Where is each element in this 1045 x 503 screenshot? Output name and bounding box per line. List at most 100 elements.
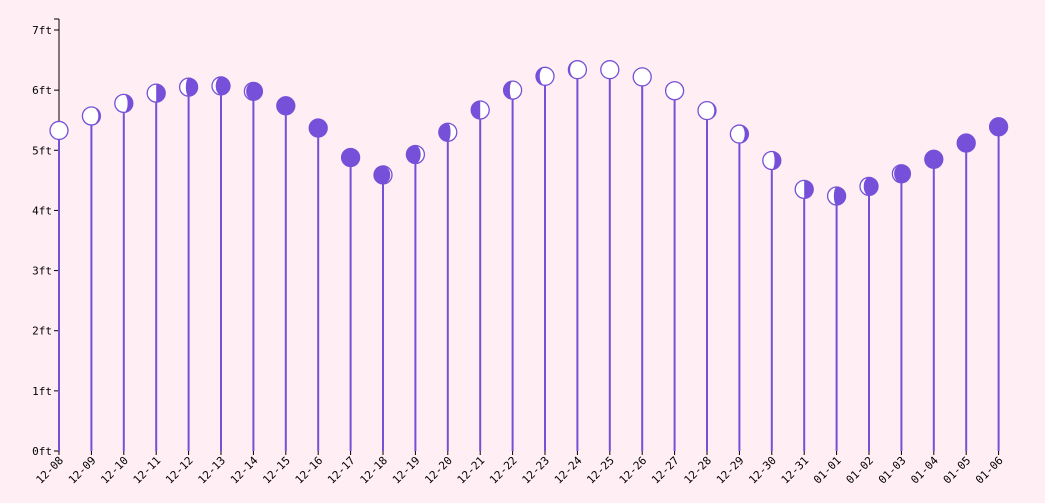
moon-lit bbox=[415, 145, 425, 164]
moon-marker bbox=[859, 176, 879, 197]
x-tick-label: 12-08 bbox=[34, 454, 67, 487]
moon-lit bbox=[539, 67, 554, 86]
moon-lit bbox=[244, 82, 254, 101]
x-tick-label: 12-14 bbox=[228, 454, 261, 487]
x-tick-label: 12-22 bbox=[487, 454, 520, 487]
moon-marker bbox=[114, 93, 134, 114]
moon-marker bbox=[49, 120, 69, 141]
moon-marker bbox=[988, 117, 1009, 137]
moon-marker bbox=[243, 81, 264, 101]
x-tick-label: 12-31 bbox=[779, 454, 812, 487]
moon-outline bbox=[49, 120, 69, 141]
x-tick-label: 01-03 bbox=[876, 454, 909, 487]
x-tick-label: 12-26 bbox=[617, 454, 650, 487]
moon-outline bbox=[81, 106, 102, 126]
moon-dark bbox=[276, 96, 295, 115]
lollipop-stems bbox=[58, 69, 1000, 451]
x-tick-label: 12-30 bbox=[746, 454, 779, 487]
y-tick-label: 4ft bbox=[32, 204, 52, 217]
moon-outline bbox=[438, 122, 458, 142]
x-tick-label: 12-27 bbox=[649, 454, 682, 487]
moon-marker bbox=[438, 122, 458, 142]
moon-marker bbox=[632, 67, 652, 87]
moon-lit bbox=[383, 165, 392, 184]
y-tick-label: 3ft bbox=[32, 265, 52, 278]
moon-outline bbox=[924, 149, 944, 169]
moon-marker bbox=[308, 118, 328, 138]
moon-outline bbox=[340, 147, 361, 168]
moon-marker bbox=[762, 150, 782, 171]
moon-lit bbox=[860, 177, 869, 196]
x-tick-label: 01-04 bbox=[908, 454, 941, 487]
x-tick-label: 12-12 bbox=[163, 454, 196, 487]
x-tick-label: 12-28 bbox=[682, 454, 715, 487]
moon-outline bbox=[567, 60, 588, 80]
moon-dark bbox=[989, 117, 1008, 136]
moon-lit bbox=[665, 81, 684, 100]
moon-outline bbox=[859, 176, 879, 197]
x-tick-label: 12-09 bbox=[66, 454, 99, 487]
x-tick-label: 12-25 bbox=[584, 454, 617, 487]
moon-markers bbox=[49, 60, 1009, 206]
moon-outline bbox=[891, 164, 912, 184]
moon-marker bbox=[276, 96, 296, 116]
moon-marker bbox=[924, 149, 944, 169]
moon-marker bbox=[826, 186, 847, 206]
x-tick-label: 12-18 bbox=[358, 454, 391, 487]
moon-marker bbox=[697, 100, 717, 121]
x-tick-label: 12-21 bbox=[455, 454, 488, 487]
y-tick-label: 6ft bbox=[32, 84, 52, 97]
moon-outline bbox=[178, 77, 199, 97]
moon-lit bbox=[698, 101, 715, 120]
moon-dark bbox=[309, 119, 328, 138]
moon-lit bbox=[50, 121, 68, 140]
moon-lit bbox=[82, 107, 99, 126]
moon-outline bbox=[794, 179, 814, 200]
moon-outline bbox=[243, 81, 264, 101]
moon-marker bbox=[535, 66, 555, 86]
moon-outline bbox=[535, 66, 555, 86]
moon-outline bbox=[308, 118, 328, 138]
moon-dark bbox=[892, 164, 911, 183]
moon-lit bbox=[480, 100, 490, 119]
moon-dark bbox=[341, 148, 360, 167]
moon-lit bbox=[570, 60, 587, 79]
moon-outline bbox=[373, 165, 393, 185]
moon-outline bbox=[664, 81, 685, 101]
moon-outline bbox=[600, 60, 620, 80]
moon-marker bbox=[729, 124, 750, 144]
y-tick-label: 0ft bbox=[32, 445, 52, 458]
moon-lit bbox=[179, 78, 189, 97]
moon-dark bbox=[244, 82, 263, 101]
x-tick-label: 12-29 bbox=[714, 454, 747, 487]
x-tick-label: 12-23 bbox=[520, 454, 553, 487]
x-tick-label: 12-19 bbox=[390, 454, 423, 487]
x-tick-label: 12-13 bbox=[196, 454, 229, 487]
x-tick-label: 12-16 bbox=[293, 454, 326, 487]
moon-outline bbox=[762, 150, 782, 171]
moon-outline bbox=[276, 96, 296, 116]
x-tick-label: 01-05 bbox=[941, 454, 974, 487]
x-tick-label: 12-10 bbox=[98, 454, 131, 487]
moon-outline bbox=[114, 93, 134, 114]
moon-outline bbox=[405, 144, 426, 165]
moon-lit bbox=[212, 76, 221, 95]
moon-outline bbox=[211, 76, 231, 96]
moon-dark bbox=[860, 177, 878, 196]
moon-lit bbox=[447, 123, 457, 142]
moon-outline bbox=[470, 100, 490, 120]
moon-lit bbox=[147, 84, 157, 103]
moon-outline bbox=[146, 83, 166, 103]
moon-lit bbox=[601, 60, 619, 79]
moon-dark bbox=[212, 76, 230, 95]
moon-lit bbox=[633, 67, 652, 86]
moon-dark bbox=[924, 150, 943, 169]
moon-marker bbox=[502, 80, 523, 100]
x-tick-label: 01-02 bbox=[844, 454, 877, 487]
moon-outline bbox=[988, 117, 1009, 137]
moon-marker bbox=[405, 144, 426, 165]
moon-lit bbox=[827, 186, 837, 205]
moon-dark bbox=[957, 134, 976, 153]
moon-marker bbox=[470, 100, 490, 120]
